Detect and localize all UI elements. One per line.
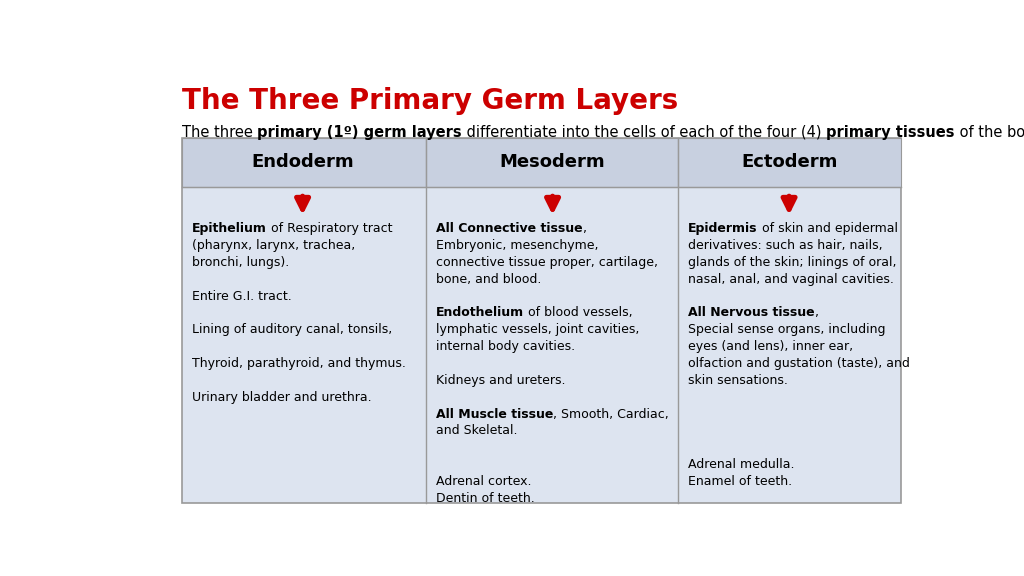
Bar [182,138,901,503]
Text: Epidermis: Epidermis [688,222,758,235]
Text: eyes (and lens), inner ear,: eyes (and lens), inner ear, [688,340,853,353]
Text: Special sense organs, including: Special sense organs, including [688,323,886,336]
Text: Kidneys and ureters.: Kidneys and ureters. [436,374,565,387]
Text: Lining of auditory canal, tonsils,: Lining of auditory canal, tonsils, [193,323,392,336]
Text: Mesoderm: Mesoderm [500,153,605,171]
Text: of skin and epidermal: of skin and epidermal [758,222,898,235]
Text: All Nervous tissue: All Nervous tissue [688,306,815,320]
Text: primary tissues: primary tissues [826,124,954,139]
Text: bronchi, lungs).: bronchi, lungs). [193,256,290,269]
Text: glands of the skin; linings of oral,: glands of the skin; linings of oral, [688,256,897,269]
Text: of Respiratory tract: of Respiratory tract [267,222,392,235]
Text: The Three Primary Germ Layers: The Three Primary Germ Layers [182,87,678,115]
Text: nasal, anal, and vaginal cavities.: nasal, anal, and vaginal cavities. [688,272,894,286]
Text: olfaction and gustation (taste), and: olfaction and gustation (taste), and [688,357,910,370]
Text: and Skeletal.: and Skeletal. [436,425,517,437]
Text: primary (1º) germ layers: primary (1º) germ layers [257,124,462,139]
Text: lymphatic vessels, joint cavities,: lymphatic vessels, joint cavities, [436,323,639,336]
Text: ,: , [815,306,819,320]
Text: All Connective tissue: All Connective tissue [436,222,583,235]
Text: skin sensations.: skin sensations. [688,374,788,387]
Text: (pharynx, larynx, trachea,: (pharynx, larynx, trachea, [193,239,355,252]
Text: bone, and blood.: bone, and blood. [436,272,542,286]
Bar [426,138,678,187]
Text: , Smooth, Cardiac,: , Smooth, Cardiac, [553,408,669,420]
Text: of the body.: of the body. [954,124,1024,139]
Text: derivatives: such as hair, nails,: derivatives: such as hair, nails, [688,239,883,252]
Text: differentiate into the cells of each of the four (4): differentiate into the cells of each of … [462,124,826,139]
Text: Dentin of teeth.: Dentin of teeth. [436,492,535,505]
Text: internal body cavities.: internal body cavities. [436,340,575,353]
Text: ,: , [583,222,587,235]
Text: Adrenal cortex.: Adrenal cortex. [436,475,531,488]
Text: Adrenal medulla.: Adrenal medulla. [688,458,795,471]
Text: connective tissue proper, cartilage,: connective tissue proper, cartilage, [436,256,657,269]
Bar [182,138,426,187]
Text: Entire G.I. tract.: Entire G.I. tract. [193,290,292,302]
Text: Epithelium: Epithelium [193,222,267,235]
Text: of blood vessels,: of blood vessels, [524,306,633,320]
Text: Endothelium: Endothelium [436,306,524,320]
Text: The three: The three [182,124,257,139]
Text: Embryonic, mesenchyme,: Embryonic, mesenchyme, [436,239,598,252]
Text: Endoderm: Endoderm [251,153,354,171]
Text: All Muscle tissue: All Muscle tissue [436,408,553,420]
Bar [678,138,901,187]
Text: Thyroid, parathyroid, and thymus.: Thyroid, parathyroid, and thymus. [193,357,407,370]
Text: Enamel of teeth.: Enamel of teeth. [688,475,793,488]
Text: Ectoderm: Ectoderm [741,153,838,171]
Text: Urinary bladder and urethra.: Urinary bladder and urethra. [193,391,372,404]
